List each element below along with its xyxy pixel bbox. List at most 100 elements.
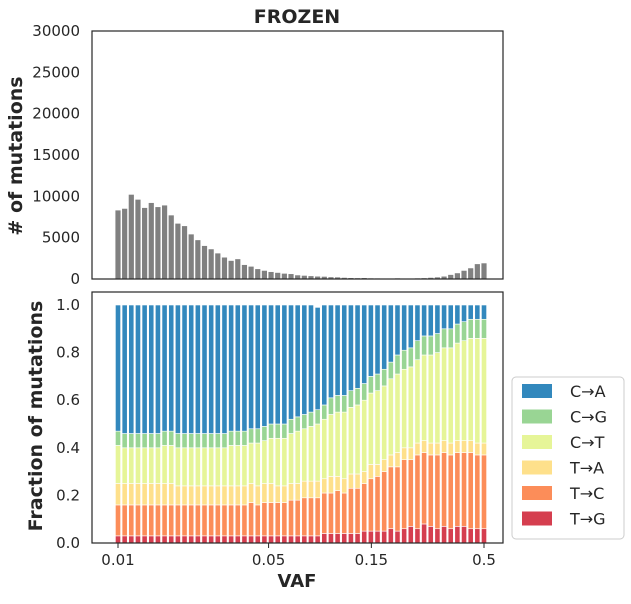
fraction-segment bbox=[475, 319, 480, 338]
fraction-segment bbox=[288, 305, 293, 419]
legend-label: T→A bbox=[569, 459, 604, 478]
fraction-segment bbox=[222, 434, 227, 448]
fraction-segment bbox=[368, 305, 373, 376]
fraction-segment bbox=[235, 486, 240, 505]
fraction-segment bbox=[135, 505, 140, 536]
fraction-segment bbox=[328, 493, 333, 533]
fraction-segment bbox=[182, 448, 187, 486]
top-y-tick-label: 20000 bbox=[32, 105, 80, 123]
top-y-tick-label: 5000 bbox=[42, 229, 80, 247]
fraction-segment bbox=[315, 424, 320, 481]
top-y-tick-label: 0 bbox=[70, 270, 80, 288]
fraction-segment bbox=[268, 484, 273, 503]
fraction-segment bbox=[448, 348, 453, 443]
fraction-segment bbox=[209, 536, 214, 543]
fraction-segment bbox=[229, 536, 234, 543]
fraction-segment bbox=[308, 412, 313, 426]
bottom-y-tick-label: 0.4 bbox=[56, 439, 80, 457]
fraction-segment bbox=[328, 414, 333, 476]
fraction-segment bbox=[375, 476, 380, 531]
bottom-y-tick-label: 0.8 bbox=[56, 344, 80, 362]
fraction-segment bbox=[262, 484, 267, 503]
count-bar bbox=[262, 271, 267, 279]
fraction-segment bbox=[481, 338, 486, 443]
count-bar bbox=[129, 195, 134, 279]
count-bar bbox=[461, 271, 466, 279]
fraction-segment bbox=[388, 305, 393, 362]
fraction-segment bbox=[242, 305, 247, 431]
fraction-segment bbox=[382, 305, 387, 369]
fraction-segment bbox=[475, 305, 480, 319]
fraction-segment bbox=[155, 448, 160, 484]
fraction-segment bbox=[288, 434, 293, 484]
top-y-tick-label: 30000 bbox=[32, 22, 80, 40]
fraction-segment bbox=[229, 305, 234, 431]
top-y-tick-label: 10000 bbox=[32, 187, 80, 205]
fraction-segment bbox=[129, 305, 134, 434]
fraction-segment bbox=[149, 536, 154, 543]
fraction-segment bbox=[335, 533, 340, 543]
fraction-segment bbox=[262, 536, 267, 543]
fraction-segment bbox=[162, 445, 167, 483]
fraction-segment bbox=[275, 424, 280, 438]
fraction-segment bbox=[435, 353, 440, 443]
legend-label: C→G bbox=[570, 408, 607, 427]
count-bar bbox=[162, 205, 167, 279]
fraction-segment bbox=[455, 343, 460, 441]
fraction-segment bbox=[242, 431, 247, 445]
fraction-segment bbox=[248, 536, 253, 543]
fraction-segment bbox=[342, 395, 347, 412]
fraction-segment bbox=[222, 486, 227, 505]
fraction-segment bbox=[448, 529, 453, 543]
fraction-segment bbox=[295, 417, 300, 431]
fraction-segment bbox=[315, 536, 320, 543]
fraction-segment bbox=[402, 369, 407, 448]
fraction-segment bbox=[475, 455, 480, 529]
fraction-segment bbox=[408, 367, 413, 448]
fraction-segment bbox=[122, 505, 127, 536]
fraction-segment bbox=[115, 431, 120, 445]
fraction-segment bbox=[435, 334, 440, 353]
fraction-segment bbox=[415, 455, 420, 529]
fraction-segment bbox=[209, 448, 214, 486]
fraction-segment bbox=[342, 412, 347, 479]
fraction-segment bbox=[428, 355, 433, 443]
fraction-segment bbox=[315, 498, 320, 536]
fraction-segment bbox=[355, 405, 360, 474]
legend-label: C→A bbox=[570, 382, 606, 401]
fraction-segment bbox=[295, 536, 300, 543]
fraction-segment bbox=[275, 503, 280, 536]
fraction-segment bbox=[215, 448, 220, 486]
fraction-segment bbox=[229, 486, 234, 505]
fraction-segment bbox=[342, 493, 347, 533]
mutation-fraction-panel: Fraction of mutations VAF 0.00.20.40.60.… bbox=[25, 292, 503, 592]
fraction-segment bbox=[195, 536, 200, 543]
count-bar bbox=[235, 259, 240, 279]
fraction-segment bbox=[395, 467, 400, 531]
fraction-segment bbox=[362, 400, 367, 471]
fraction-segment bbox=[395, 355, 400, 374]
fraction-segment bbox=[202, 305, 207, 434]
fraction-segment bbox=[262, 503, 267, 536]
fraction-segment bbox=[335, 305, 340, 395]
fraction-segment bbox=[175, 505, 180, 536]
fraction-segment bbox=[262, 305, 267, 426]
fraction-segment bbox=[135, 484, 140, 505]
fraction-segment bbox=[408, 448, 413, 460]
fraction-segment bbox=[468, 441, 473, 453]
fraction-segment bbox=[448, 455, 453, 529]
fraction-segment bbox=[448, 329, 453, 348]
fraction-segment bbox=[375, 531, 380, 543]
fraction-segment bbox=[288, 484, 293, 501]
fraction-segment bbox=[402, 350, 407, 369]
fraction-segment bbox=[248, 484, 253, 503]
fraction-segment bbox=[428, 443, 433, 455]
fraction-segment bbox=[382, 472, 387, 531]
fraction-segment bbox=[481, 529, 486, 543]
fraction-segment bbox=[375, 391, 380, 465]
count-bar bbox=[182, 226, 187, 279]
fraction-segment bbox=[461, 305, 466, 322]
count-bar bbox=[481, 263, 486, 279]
fraction-segment bbox=[115, 484, 120, 505]
count-bar bbox=[149, 203, 154, 279]
